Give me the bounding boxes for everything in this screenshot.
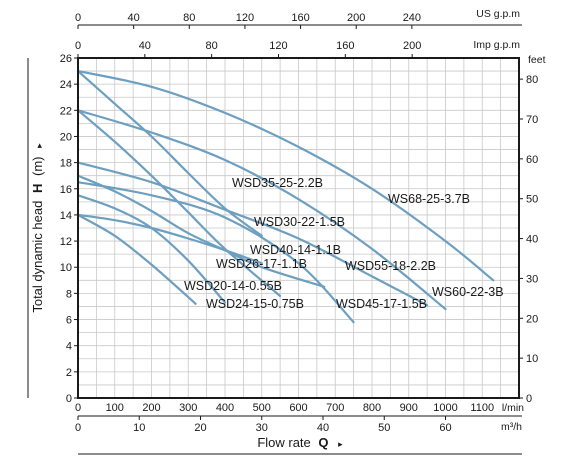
curve-ws68-25-3-7b <box>76 70 495 282</box>
m3h-tick-label: 50 <box>378 422 390 434</box>
head-feet-tick-label: 10 <box>526 353 538 365</box>
m3h-tick-label: 10 <box>133 422 145 434</box>
lpm-tick-label: 500 <box>253 402 271 414</box>
head-feet-tick-label: 70 <box>526 114 538 126</box>
curve-wsd20-14-0-55b <box>76 213 197 305</box>
head-m-tick-label: 24 <box>60 79 72 91</box>
y-axis-title-arrow: ▸ <box>34 143 44 148</box>
head-m-tick-label: 22 <box>60 105 72 117</box>
us-gpm-tick-label: 120 <box>236 12 254 24</box>
lpm-tick-label: 300 <box>179 402 197 414</box>
curve-label-wsd20-14-0-55b: WSD20-14-0.55B <box>184 279 282 293</box>
head-m-tick-label: 12 <box>60 236 72 248</box>
curve-label-wsd24-15-0-75b: WSD24-15-0.75B <box>206 297 304 311</box>
head-feet-tick-label: 80 <box>526 74 538 86</box>
head-feet-tick-label: 40 <box>526 234 538 246</box>
curve-label-ws68-25-3-7b: WS68-25-3.7B <box>388 192 470 206</box>
head-m-tick-label: 14 <box>60 210 72 222</box>
lpm-tick-label: 700 <box>326 402 344 414</box>
head-feet-tick-label: 60 <box>526 154 538 166</box>
m3h-tick-label: 20 <box>194 422 206 434</box>
head-feet-tick-label: 30 <box>526 273 538 285</box>
us-gpm-tick-label: 40 <box>128 12 140 24</box>
curve-label-wsd30-22-1-5b: WSD30-22-1.5B <box>254 215 345 229</box>
lpm-tick-label: 900 <box>400 402 418 414</box>
lpm-tick-label: 800 <box>363 402 381 414</box>
head-m-tick-label: 4 <box>66 341 72 353</box>
feet-unit: feet <box>528 54 546 66</box>
head-feet-tick-label: 20 <box>526 313 538 325</box>
head-m-tick-label: 0 <box>66 393 72 405</box>
y-axis-title-text: Total dynamic head <box>30 201 45 313</box>
m3h-tick-label: 30 <box>256 422 268 434</box>
lpm-tick-label: 200 <box>142 402 160 414</box>
curve-label-wsd35-25-2-2b: WSD35-25-2.2B <box>232 176 323 190</box>
imp-gpm-tick-label: 80 <box>206 40 218 52</box>
lpm-tick-label: 100 <box>106 402 124 414</box>
imp-gpm-tick-label: 160 <box>336 40 354 52</box>
lpm-tick-label: 400 <box>216 402 234 414</box>
head-m-tick-label: 10 <box>60 262 72 274</box>
curve-wsd30-22-1-5b <box>76 109 282 298</box>
m3h-tick-label: 0 <box>75 422 81 434</box>
grid-lines <box>78 58 519 398</box>
imp-gpm-tick-label: 120 <box>269 40 287 52</box>
us-gpm-tick-label: 200 <box>347 12 365 24</box>
us-gpm-tick-label: 240 <box>403 12 421 24</box>
curve-label-wsd26-17-1-1b: WSD26-17-1.1B <box>216 257 307 271</box>
m3h-unit: m³/h <box>501 421 522 433</box>
curve-label-wsd45-17-1-5b: WSD45-17-1.5B <box>336 297 427 311</box>
curve-wsd45-17-1-5b <box>76 181 355 324</box>
curve-ws60-22-3b <box>76 109 447 311</box>
x-axis-title: Flow rate Q ▸ <box>257 435 343 450</box>
us-gpm-tick-label: 80 <box>183 12 195 24</box>
m3h-tick-label: 40 <box>317 422 329 434</box>
head-m-tick-label: 26 <box>60 53 72 65</box>
x-axis-title-symbol: Q <box>318 435 328 450</box>
curve-labels: WSD35-25-2.2B WS68-25-3.7B WSD30-22-1.5B WS… <box>184 176 504 311</box>
y-axis-title-unit: (m) <box>30 157 45 177</box>
pump-curves <box>76 70 495 324</box>
curve-wsd24-15-0-75b <box>76 194 227 304</box>
lpm-tick-label: 0 <box>75 402 81 414</box>
plot-frame <box>77 57 520 399</box>
curve-label-ws60-22-3b: WS60-22-3B <box>432 285 504 299</box>
us-gpm-tick-label: 0 <box>75 12 81 24</box>
head-feet-tick-label: 50 <box>526 194 538 206</box>
head-m-tick-label: 2 <box>66 367 72 379</box>
imp-gpm-unit: Imp g.p.m <box>473 39 520 51</box>
head-m-tick-label: 16 <box>60 184 72 196</box>
imp-gpm-tick-label: 200 <box>403 40 421 52</box>
lpm-tick-label: 1000 <box>433 402 457 414</box>
curve-wsd26-17-1-1b <box>76 174 326 288</box>
us-gpm-tick-label: 160 <box>291 12 309 24</box>
x-axis-title-arrow: ▸ <box>338 439 343 449</box>
y-axis-title-symbol: H <box>30 184 45 193</box>
imp-gpm-tick-label: 0 <box>75 40 81 52</box>
us-gpm-unit: US g.p.m <box>476 8 520 20</box>
y-axis-title: Total dynamic head H (m) ▸ <box>30 143 45 313</box>
curve-label-wsd40-14-1-1b: WSD40-14-1.1B <box>250 243 341 257</box>
head-m-tick-label: 8 <box>66 288 72 300</box>
lpm-unit: l/min <box>502 402 524 414</box>
head-m-tick-label: 6 <box>66 315 72 327</box>
head-feet-tick-label: 0 <box>526 393 532 405</box>
m3h-tick-label: 60 <box>439 422 451 434</box>
head-m-tick-label: 18 <box>60 158 72 170</box>
curve-label-wsd55-18-2-2b: WSD55-18-2.2B <box>345 259 436 273</box>
curve-wsd55-18-2-2b <box>76 161 429 307</box>
lpm-tick-label: 1100 <box>470 402 494 414</box>
head-m-tick-label: 20 <box>60 131 72 143</box>
axes <box>27 24 523 455</box>
imp-gpm-tick-label: 40 <box>139 40 151 52</box>
lpm-tick-label: 600 <box>289 402 307 414</box>
x-axis-title-text: Flow rate <box>257 435 310 450</box>
